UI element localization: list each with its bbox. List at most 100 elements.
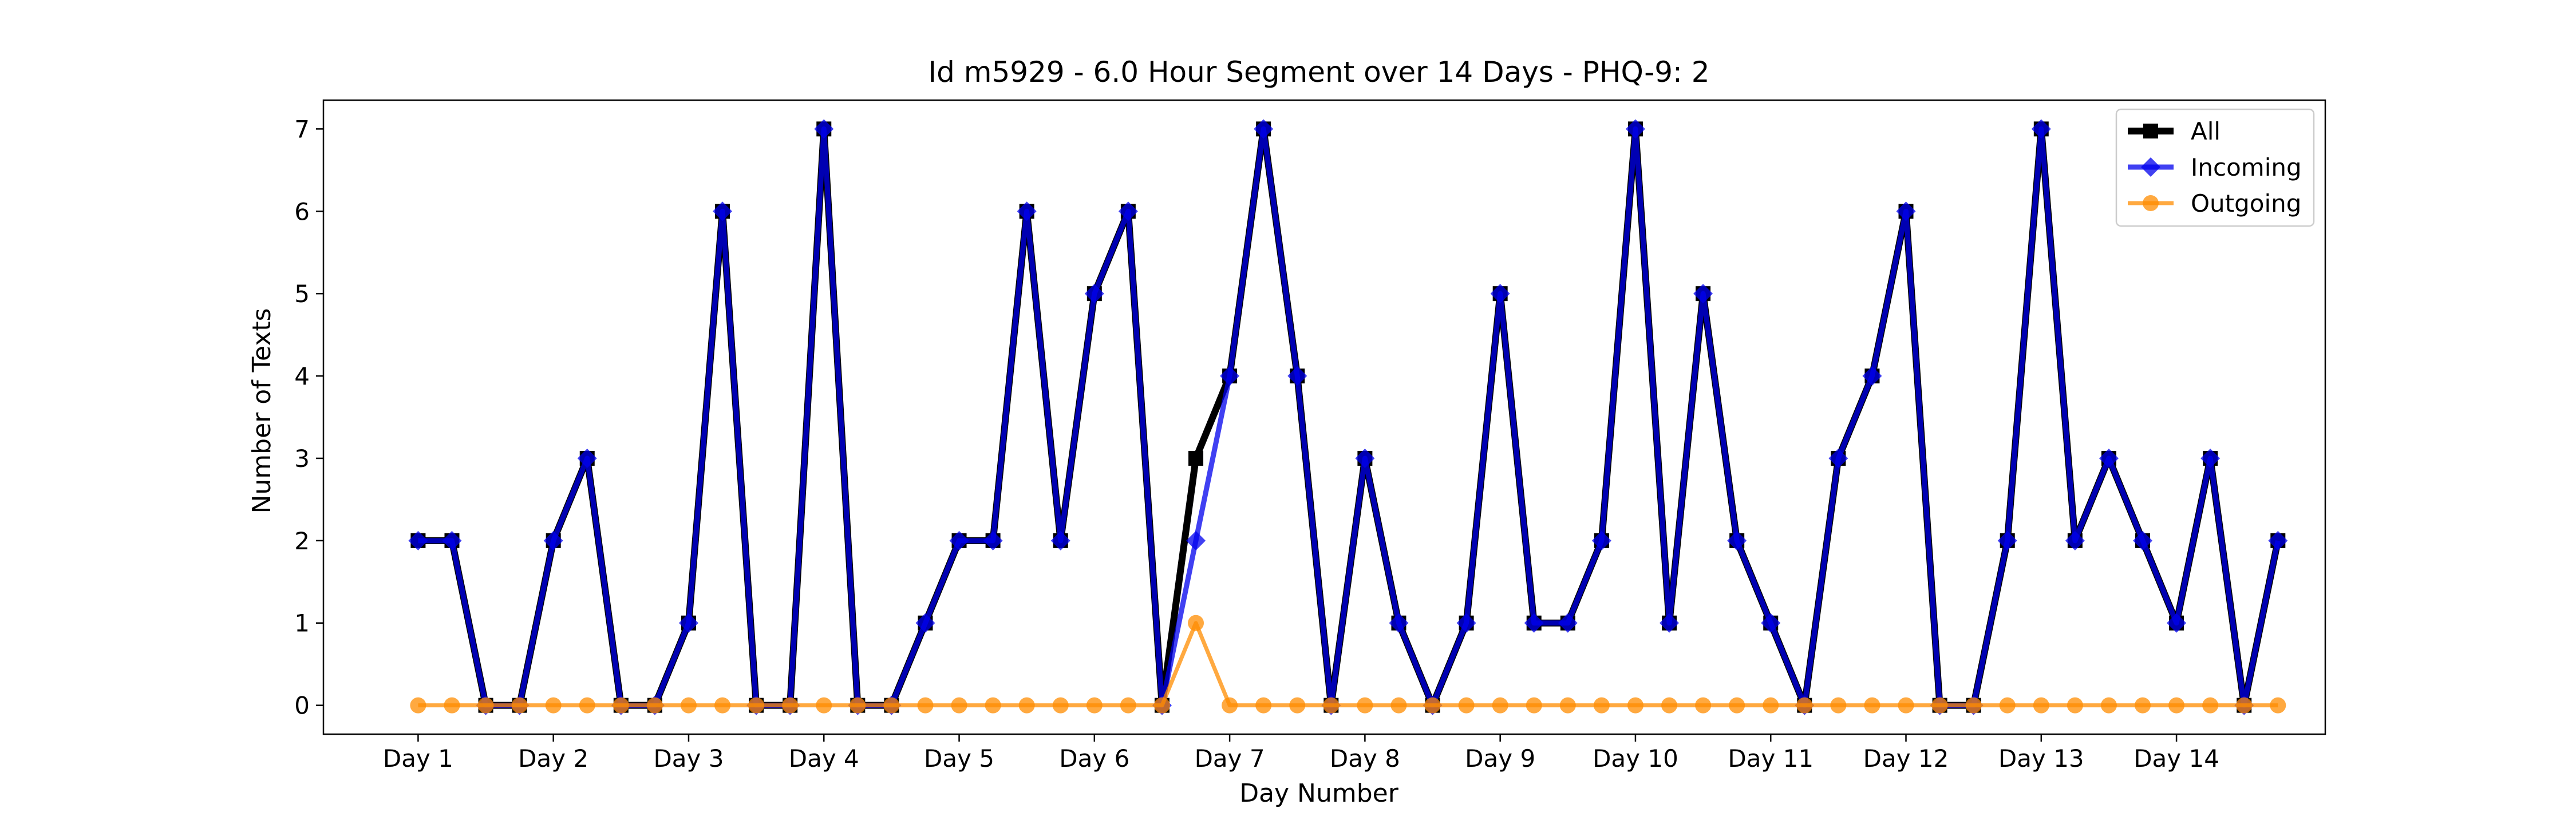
data-point (949, 530, 969, 550)
data-point (1864, 697, 1880, 714)
data-point (1458, 697, 1475, 714)
series-line (418, 621, 2278, 708)
data-point (1526, 697, 1542, 714)
data-point (917, 697, 934, 714)
x-tick-label: Day 6 (1059, 744, 1129, 772)
data-point (1761, 613, 1781, 633)
data-point (1254, 119, 1274, 139)
data-point (1591, 530, 1611, 550)
data-point (2202, 697, 2219, 714)
series-outgoing (410, 615, 2286, 714)
data-point (1118, 201, 1138, 221)
y-tick-label: 5 (294, 280, 310, 308)
data-point (1050, 530, 1070, 550)
data-point (1625, 119, 1645, 139)
data-point (1965, 697, 1982, 714)
data-point (678, 613, 698, 633)
y-tick-label: 7 (294, 115, 310, 143)
x-tick-label: Day 14 (2134, 744, 2219, 772)
x-tick-label: Day 3 (653, 744, 724, 772)
data-point (1559, 697, 1576, 714)
data-point (1693, 284, 1713, 304)
data-point (1558, 613, 1578, 633)
legend-marker (2141, 157, 2160, 177)
data-point (1052, 697, 1069, 714)
data-point (1830, 697, 1847, 714)
x-tick-label: Day 8 (1330, 744, 1400, 772)
legend-marker (2143, 124, 2158, 138)
series-incoming (408, 119, 2288, 715)
data-point (1456, 613, 1476, 633)
data-point (2065, 530, 2085, 550)
x-axis-label: Day Number (1239, 779, 1399, 808)
data-point (951, 697, 967, 714)
plot-frame (322, 99, 2326, 735)
data-point (713, 201, 733, 221)
data-point (577, 448, 597, 468)
data-point (1627, 697, 1643, 714)
data-point (1729, 697, 1745, 714)
y-tick-label: 3 (294, 445, 310, 473)
data-point (1931, 697, 1948, 714)
data-point (1862, 366, 1882, 386)
data-point (477, 697, 494, 714)
data-point (1222, 697, 1238, 714)
data-point (915, 613, 935, 633)
data-point (1390, 697, 1407, 714)
data-point (444, 697, 460, 714)
x-tick-label: Day 11 (1728, 744, 1814, 772)
legend-label: Outgoing (2191, 189, 2301, 217)
data-point (1018, 697, 1035, 714)
data-point (983, 530, 1003, 550)
data-point (816, 697, 832, 714)
y-tick-label: 6 (294, 197, 310, 225)
data-point (1763, 697, 1779, 714)
data-point (545, 697, 562, 714)
data-point (2033, 697, 2049, 714)
data-point (814, 119, 834, 139)
legend-marker (2143, 195, 2159, 211)
data-point (2135, 697, 2151, 714)
data-point (1186, 530, 1206, 550)
data-point (714, 697, 731, 714)
data-point (1389, 613, 1409, 633)
data-point (1323, 697, 1340, 714)
data-point (1255, 697, 1272, 714)
data-point (1997, 530, 2017, 550)
data-point (850, 697, 866, 714)
data-point (2099, 448, 2119, 468)
data-point (1188, 615, 1204, 631)
data-point (2031, 119, 2051, 139)
data-point (1287, 366, 1307, 386)
data-point (883, 697, 900, 714)
data-point (1153, 697, 1170, 714)
y-tick-label: 2 (294, 527, 310, 555)
data-point (2100, 697, 2117, 714)
data-point (782, 697, 799, 714)
data-point (1017, 201, 1037, 221)
y-tick-label: 0 (294, 692, 310, 720)
data-point (579, 697, 595, 714)
x-tick-label: Day 5 (924, 744, 994, 772)
data-point (2168, 697, 2185, 714)
legend-box (2115, 108, 2315, 227)
data-point (1355, 448, 1375, 468)
axes: 0 1 2 3 4 5 6 7 Day 1 Day 2 Day 3 Day 4 Day 5 Day 6 Da… (294, 99, 2326, 772)
data-point (1695, 697, 1712, 714)
data-point (1357, 697, 1373, 714)
data-point (2200, 448, 2221, 468)
data-point (1593, 697, 1610, 714)
legend-label: Incoming (2191, 153, 2302, 181)
data-point (613, 697, 629, 714)
x-tick-label: Day 7 (1195, 744, 1265, 772)
data-point (680, 697, 697, 714)
data-point (985, 697, 1001, 714)
data-point (1828, 448, 1848, 468)
data-point (2067, 697, 2083, 714)
data-point (1896, 201, 1916, 221)
data-point (543, 530, 563, 550)
x-tick-label: Day 13 (1998, 744, 2084, 772)
data-point (1289, 697, 1306, 714)
data-point (408, 530, 428, 550)
data-point (1661, 697, 1678, 714)
